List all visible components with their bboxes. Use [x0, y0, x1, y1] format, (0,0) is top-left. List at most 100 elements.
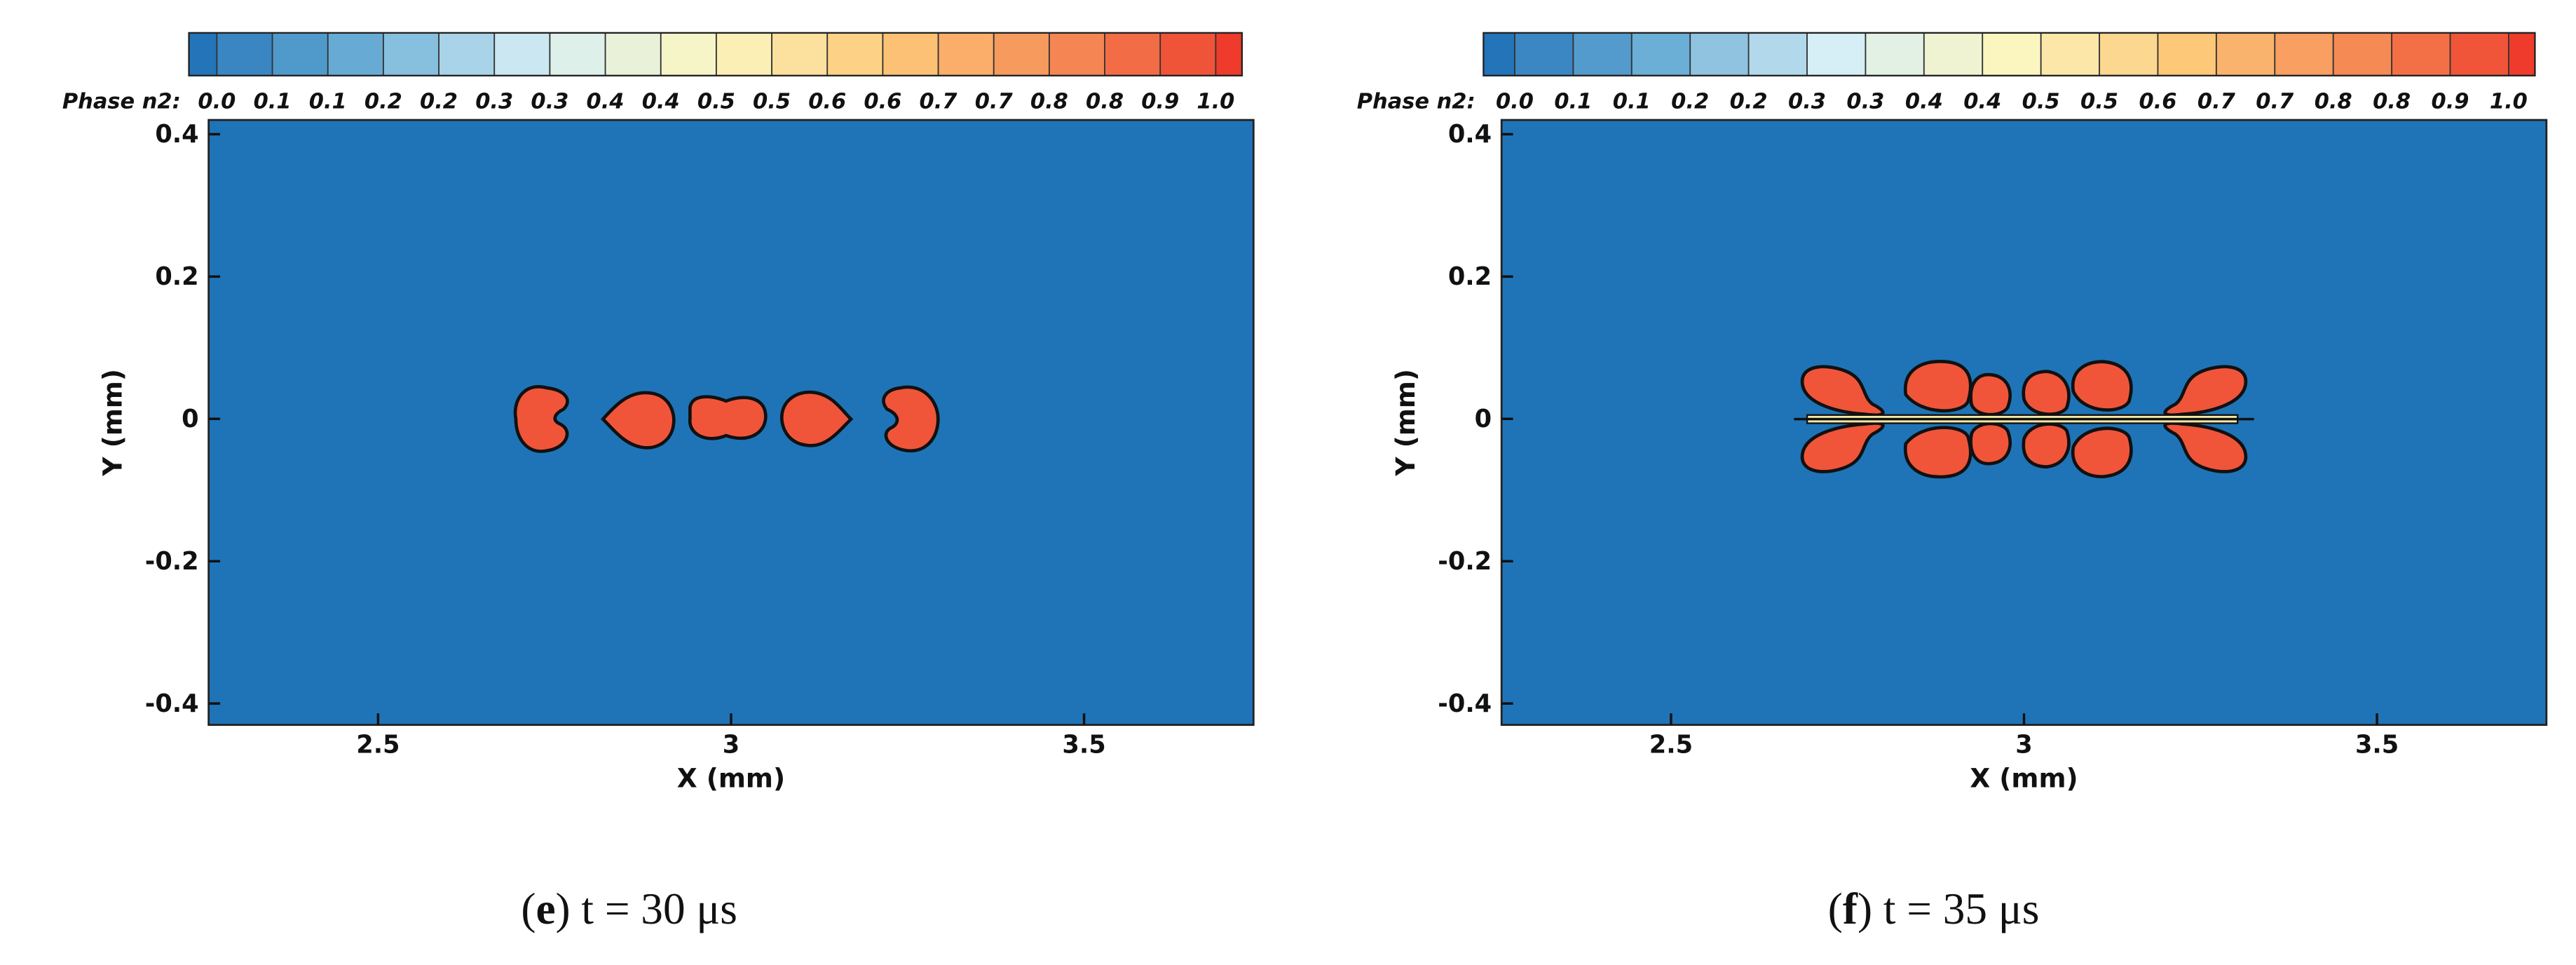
droplet	[1969, 372, 2012, 417]
colorbar-segment	[772, 32, 828, 76]
colorbar-segment	[217, 32, 273, 76]
colorbar-segment	[1514, 32, 1574, 76]
y-tick-label: -0.4	[1438, 689, 1492, 718]
colorbar-title: Phase n2:	[1357, 90, 1476, 114]
y-tick-label: -0.2	[145, 547, 199, 576]
colorbar-label: 1.0	[1197, 90, 1234, 114]
y-tick-label: 0.2	[155, 262, 198, 291]
droplet	[2071, 426, 2133, 479]
colorbar-segment	[1049, 32, 1105, 76]
colorbar-segment	[189, 32, 217, 76]
colorbar-label: 0.4	[1963, 90, 2001, 114]
colorbar-segment	[2333, 32, 2392, 76]
x-axis-label: X (mm)	[677, 763, 785, 794]
droplet	[2022, 370, 2071, 416]
droplet	[688, 395, 768, 440]
colorbar-label: 0.4	[587, 90, 625, 114]
x-tick-label: 2.5	[1649, 730, 1693, 759]
colorbar-segment	[1865, 32, 1924, 76]
caption-prefix: (	[1828, 884, 1843, 933]
x-tick-label: 2.5	[356, 730, 400, 759]
colorbar-label: 0.1	[254, 90, 292, 114]
colorbar-segment	[439, 32, 495, 76]
colorbar-segment	[2392, 32, 2451, 76]
y-axis-label: Y (mm)	[1390, 369, 1421, 477]
colorbar-segment	[993, 32, 1049, 76]
colorbar-segment	[1923, 32, 1983, 76]
droplet	[2022, 422, 2071, 468]
colorbar-segment	[605, 32, 661, 76]
colorbar-label: 0.5	[2080, 90, 2118, 114]
colorbar-segment	[1806, 32, 1866, 76]
colorbar-segment	[494, 32, 550, 76]
y-tick-label: 0.2	[1448, 262, 1492, 291]
droplet	[882, 385, 940, 453]
droplet	[2163, 421, 2248, 473]
colorbar-segment	[1573, 32, 1632, 76]
colorbar-segment	[938, 32, 994, 76]
droplet	[600, 391, 676, 450]
droplet	[513, 385, 569, 453]
colorbar-label: 0.4	[642, 90, 680, 114]
droplet	[1800, 365, 1885, 417]
colorbar-segment	[882, 32, 939, 76]
droplet	[2163, 365, 2248, 417]
colorbar-segment	[1748, 32, 1807, 76]
x-tick-label: 3	[723, 730, 740, 759]
y-tick-label: 0.4	[155, 120, 198, 149]
caption: (f) t = 35 μs	[1828, 884, 2040, 933]
colorbar-segment	[827, 32, 883, 76]
y-tick-label: 0	[182, 405, 198, 433]
colorbar-label: 0.1	[1554, 90, 1592, 114]
droplet	[779, 390, 854, 447]
droplets-mirrored	[1800, 421, 2248, 479]
colorbar-label: 0.2	[364, 90, 402, 114]
colorbar-label: 0.9	[1141, 90, 1179, 114]
droplet	[1903, 360, 1972, 413]
colorbar-label: 0.5	[697, 90, 735, 114]
colorbar-segment	[2508, 32, 2535, 76]
x-tick-label: 3	[2015, 730, 2032, 759]
colorbar-segment	[660, 32, 716, 76]
caption-letter: f	[1843, 884, 1858, 933]
colorbar-segment	[2216, 32, 2275, 76]
colorbar-label: 0.9	[2432, 90, 2469, 114]
colorbar-label: 0.3	[1788, 90, 1826, 114]
colorbar-segment	[2158, 32, 2216, 76]
colorbar-label: 0.4	[1905, 90, 1943, 114]
colorbar-segment	[1105, 32, 1161, 76]
droplet	[1969, 421, 2012, 466]
colorbar-label: 0.6	[864, 90, 901, 114]
y-tick-label: -0.4	[145, 689, 199, 718]
droplet	[1800, 421, 1885, 473]
droplets	[1800, 360, 2248, 417]
colorbar-segment	[1215, 32, 1242, 76]
colorbar-label: 0.0	[1496, 90, 1534, 114]
x-tick-label: 3.5	[1062, 730, 1105, 759]
colorbar-label: 0.1	[309, 90, 347, 114]
colorbar-label: 0.0	[198, 90, 236, 114]
colorbar-frame	[1483, 32, 2536, 76]
droplet	[1903, 426, 1972, 479]
caption-prefix: (	[521, 884, 536, 933]
colorbar-label: 0.2	[420, 90, 458, 114]
x-tick-label: 3.5	[2355, 730, 2399, 759]
colorbar-label: 0.3	[531, 90, 568, 114]
colorbar-frame	[188, 32, 1243, 76]
colorbar-segment	[1483, 32, 1515, 76]
colorbar-segment	[1690, 32, 1749, 76]
colorbar-label: 0.7	[2256, 90, 2294, 114]
droplet	[2071, 360, 2133, 412]
colorbar-label: 0.6	[2139, 90, 2176, 114]
caption-suffix: ) t = 35 μs	[1858, 884, 2039, 933]
colorbar-label: 0.6	[808, 90, 846, 114]
colorbar-segment	[716, 32, 772, 76]
y-tick-label: 0	[1475, 405, 1492, 433]
colorbar-label: 0.7	[975, 90, 1014, 114]
colorbar-segment	[383, 32, 439, 76]
colorbar-label: 1.0	[2490, 90, 2528, 114]
colorbar-segment	[2040, 32, 2100, 76]
caption-letter: e	[536, 884, 555, 933]
colorbar-label: 0.8	[1086, 90, 1124, 114]
